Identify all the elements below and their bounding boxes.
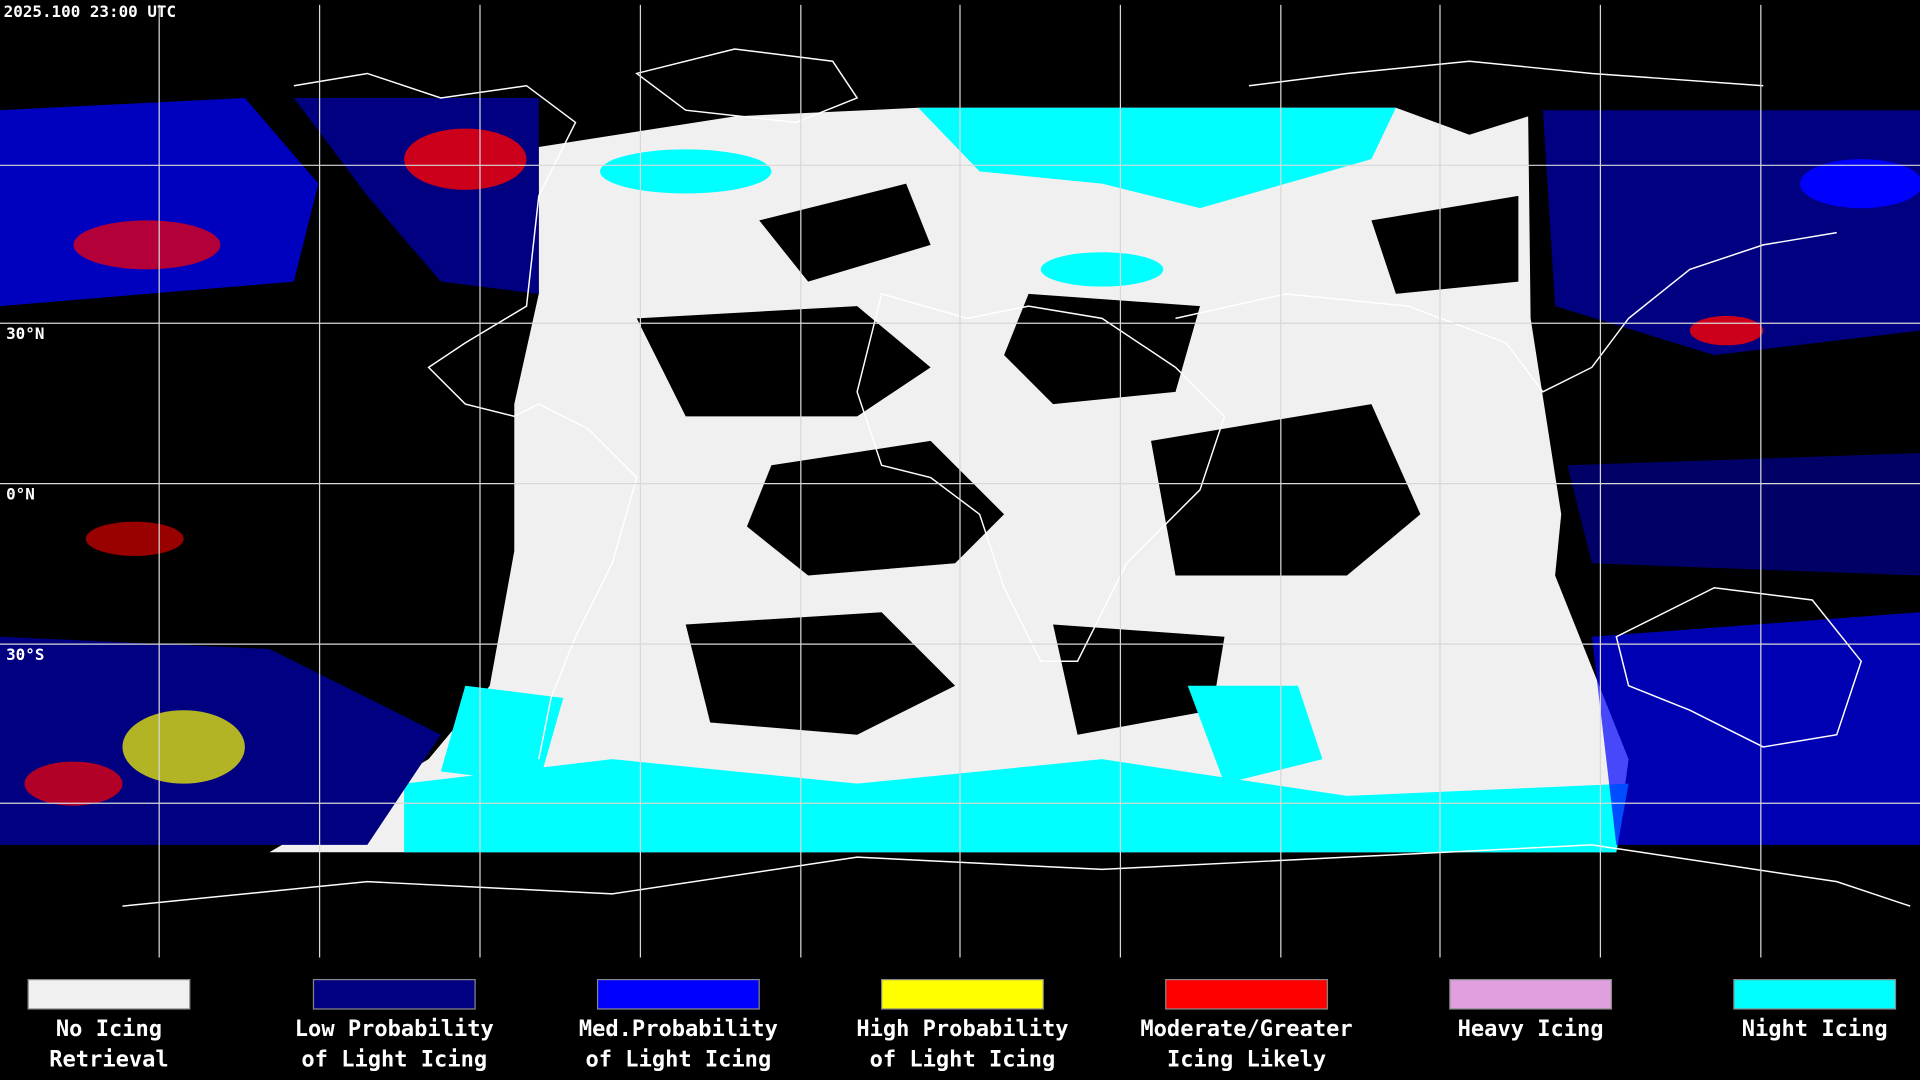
icing-field — [24, 761, 123, 806]
coastline — [122, 844, 1911, 907]
latitude-label: 0°N — [6, 485, 35, 504]
icing-field — [85, 521, 184, 556]
legend-swatch — [1165, 978, 1328, 1010]
graticule — [0, 4, 1920, 958]
coastline — [1615, 586, 1863, 748]
legend-label: No Icing — [56, 1017, 162, 1042]
icing-field — [1567, 453, 1920, 576]
legend-swatch — [881, 978, 1044, 1010]
clear-area — [685, 612, 956, 735]
clear-area — [1151, 404, 1421, 576]
coastline — [1248, 60, 1764, 87]
night-icing-area — [404, 759, 1629, 853]
legend-swatch — [1449, 978, 1613, 1010]
icing-field — [122, 710, 245, 784]
coastlines — [122, 48, 1911, 907]
night-icing-area — [440, 685, 564, 784]
legend-label: Med.Probability — [579, 1017, 778, 1042]
legend-label: Retrieval — [49, 1048, 168, 1073]
clear-area — [1004, 293, 1200, 405]
legend-label: Low Probability — [295, 1017, 494, 1042]
legend-swatch — [596, 978, 760, 1010]
night-icing-area — [600, 149, 772, 194]
icing-field — [404, 128, 527, 190]
icing-field — [1800, 159, 1920, 209]
legend-label: of Light Icing — [301, 1048, 487, 1073]
coastline — [293, 72, 638, 760]
night-icing-area — [1187, 685, 1323, 784]
coastline — [1175, 231, 1837, 393]
legend-label: High Probability — [856, 1017, 1068, 1042]
legend: No Icing Retrieval Low Probability of Light… — [27, 978, 1897, 1073]
clear-area — [1053, 624, 1225, 735]
icing-field — [1591, 612, 1920, 845]
legend-label: Heavy Icing — [1458, 1017, 1604, 1042]
icing-field — [73, 220, 221, 270]
legend-label: of Light Icing — [586, 1048, 772, 1073]
timestamp: 2025.100 23:00 UTC — [4, 2, 176, 21]
legend-swatch — [27, 978, 191, 1010]
legend-label: Icing Likely — [1167, 1048, 1326, 1073]
legend-label: of Light Icing — [870, 1048, 1056, 1073]
clear-area — [746, 440, 1005, 576]
latitude-label: 30°S — [6, 645, 44, 664]
legend-label: Night Icing — [1742, 1017, 1888, 1042]
clear-area — [1371, 195, 1519, 294]
coastline — [856, 292, 1226, 662]
night-icing-area — [1040, 252, 1164, 287]
coastline — [635, 48, 859, 124]
legend-swatch — [1733, 978, 1897, 1010]
clear-area — [636, 306, 931, 417]
clear-area — [759, 183, 931, 282]
legend-label: Moderate/Greater — [1140, 1017, 1352, 1042]
icing-field — [1689, 315, 1764, 346]
legend-swatch — [312, 978, 476, 1010]
latitude-label: 30°N — [6, 324, 44, 343]
night-icing-area — [918, 107, 1396, 209]
